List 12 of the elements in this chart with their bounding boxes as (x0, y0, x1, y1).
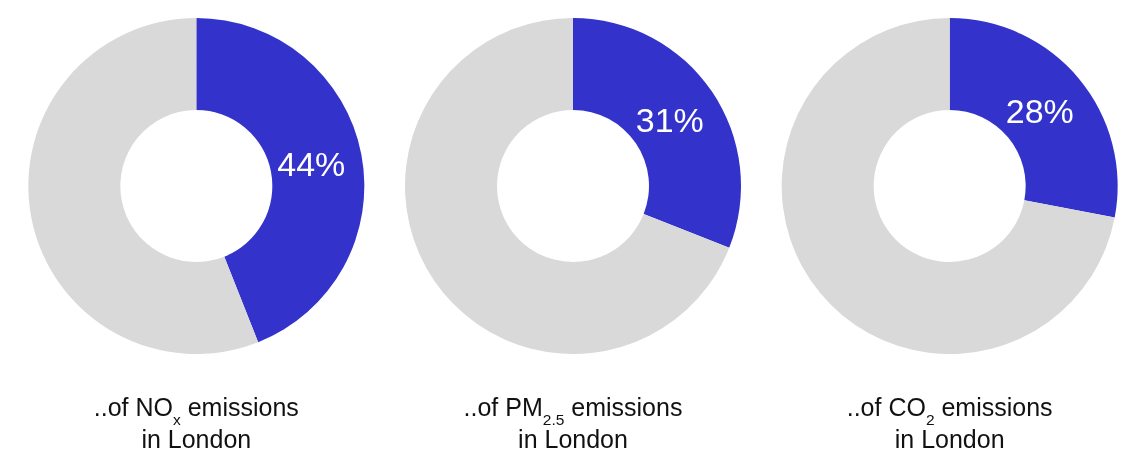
donut-slice (949, 18, 1118, 218)
donut-slice (405, 18, 730, 354)
donut-slice (573, 18, 741, 248)
data-label: 44% (277, 144, 346, 183)
text: ..of PM$_{2.5}$ emissions in London (463, 393, 683, 453)
data-label: 28% (1005, 92, 1074, 131)
donut-slice (781, 18, 1115, 354)
text: ..of NO$_{x}$ emissions in London (93, 393, 299, 453)
donut-slice (196, 18, 364, 343)
text: ..of CO$_{2}$ emissions in London (846, 393, 1053, 453)
donut-slice (28, 18, 259, 354)
data-label: 31% (635, 101, 704, 140)
